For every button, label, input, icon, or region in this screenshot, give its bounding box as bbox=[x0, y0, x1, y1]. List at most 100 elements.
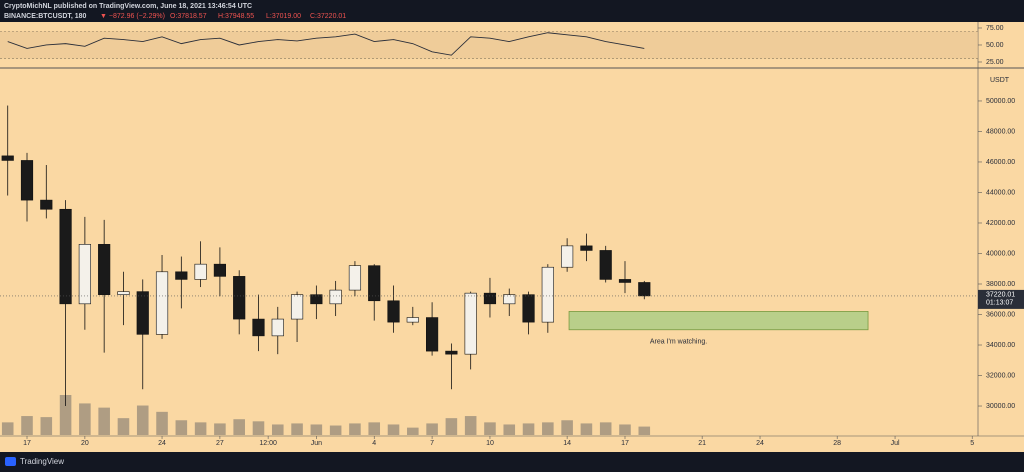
y-tick-label: 48000.00 bbox=[986, 128, 1015, 135]
volume-bar bbox=[98, 407, 110, 435]
x-tick-label: 28 bbox=[833, 440, 841, 447]
volume-bar bbox=[156, 411, 168, 435]
volume-bar bbox=[175, 420, 188, 435]
volume-bar bbox=[291, 423, 303, 435]
volume-bar bbox=[561, 420, 573, 435]
candle-body bbox=[290, 294, 304, 320]
candle-body bbox=[426, 317, 439, 352]
x-tick-label: 24 bbox=[158, 440, 166, 447]
volume-bar bbox=[522, 423, 535, 435]
candle-body bbox=[638, 282, 651, 297]
volume-bar bbox=[194, 422, 207, 435]
volume-bar bbox=[542, 422, 554, 435]
x-tick-label: 17 bbox=[621, 440, 629, 447]
symbol: BINANCE:BTCUSDT, 180 bbox=[4, 13, 87, 20]
volume-bar bbox=[79, 403, 91, 435]
rsi-line bbox=[7, 32, 645, 56]
x-tick-label: Jul bbox=[891, 440, 900, 447]
volume-bar bbox=[252, 421, 265, 435]
candle-body bbox=[155, 271, 169, 335]
close: C:37220.01 bbox=[310, 13, 346, 20]
y-tick-label: 30000.00 bbox=[986, 403, 1015, 410]
candle-body bbox=[561, 245, 574, 268]
brand-logo bbox=[5, 457, 16, 466]
candle-body bbox=[310, 294, 323, 305]
x-tick-label: 12:00 bbox=[259, 440, 277, 447]
y-tick-label: 50000.00 bbox=[986, 98, 1015, 105]
candle-body bbox=[194, 263, 207, 280]
x-tick-label: 14 bbox=[563, 440, 571, 447]
countdown: 01:13:07 bbox=[986, 300, 1013, 307]
volume-bar bbox=[233, 419, 245, 435]
volume-bar bbox=[21, 416, 33, 435]
rsi-tick-label: 50.00 bbox=[986, 42, 1004, 49]
volume-bar bbox=[503, 424, 516, 435]
volume-bar bbox=[619, 424, 631, 435]
candle-body bbox=[213, 263, 226, 277]
candle-body bbox=[580, 245, 593, 251]
candle-body bbox=[98, 244, 111, 295]
change: ▼ −872.96 (−2.29%) bbox=[100, 13, 165, 20]
candle-body bbox=[541, 266, 554, 323]
candle-body bbox=[618, 279, 632, 283]
y-tick-label: 46000.00 bbox=[986, 159, 1015, 166]
x-tick-label: 17 bbox=[23, 440, 31, 447]
candle-body bbox=[522, 294, 535, 323]
x-tick-label: 27 bbox=[216, 440, 224, 447]
volume-bar bbox=[136, 405, 149, 435]
rsi-band bbox=[0, 31, 978, 59]
volume-bar bbox=[387, 424, 400, 435]
volume-bar bbox=[329, 425, 342, 435]
volume-bar bbox=[599, 422, 612, 435]
candle-body bbox=[175, 271, 188, 280]
candle-body bbox=[117, 291, 130, 295]
candle-body bbox=[445, 350, 458, 355]
y-tick-label: 34000.00 bbox=[986, 342, 1015, 349]
y-tick-label: 32000.00 bbox=[986, 372, 1015, 379]
volume-bar bbox=[464, 416, 477, 435]
volume-bar bbox=[271, 424, 284, 435]
x-tick-label: 5 bbox=[970, 440, 974, 447]
candle-body bbox=[78, 244, 91, 305]
candle-body bbox=[406, 317, 419, 323]
author-line: CryptoMichNL published on TradingView.co… bbox=[4, 3, 252, 10]
rsi-tick-label: 25.00 bbox=[986, 59, 1004, 66]
candle-body bbox=[59, 208, 72, 305]
x-tick-label: 10 bbox=[486, 440, 494, 447]
volume-bar bbox=[426, 423, 438, 435]
y-tick-label: 42000.00 bbox=[986, 220, 1015, 227]
brand[interactable]: TradingView bbox=[20, 457, 64, 466]
y-tick-label: 44000.00 bbox=[986, 189, 1015, 196]
candle-body bbox=[483, 292, 497, 305]
y-tick-label: 36000.00 bbox=[986, 311, 1015, 318]
volume-bar bbox=[407, 427, 419, 435]
volume-bar bbox=[40, 417, 53, 435]
volume-bar bbox=[349, 423, 361, 435]
volume-bar bbox=[445, 418, 458, 435]
candle-body bbox=[136, 291, 149, 335]
candle-body bbox=[1, 155, 14, 161]
candle-body bbox=[40, 199, 53, 210]
x-tick-label: 7 bbox=[430, 440, 434, 447]
x-tick-label: 24 bbox=[756, 440, 764, 447]
price-unit: USDT bbox=[990, 77, 1010, 84]
volume-bar bbox=[580, 423, 593, 435]
candle-body bbox=[233, 276, 246, 320]
candle-body bbox=[368, 265, 381, 302]
annotation-text: Area I'm watching. bbox=[650, 339, 707, 346]
volume-bar bbox=[484, 422, 496, 435]
low: L:37019.00 bbox=[266, 13, 301, 20]
candle-body bbox=[348, 265, 362, 291]
header-bar bbox=[0, 0, 1024, 22]
x-tick-label: 20 bbox=[81, 440, 89, 447]
volume-bar bbox=[1, 422, 14, 435]
candle-body bbox=[464, 292, 477, 355]
volume-bar bbox=[310, 424, 323, 435]
x-tick-label: 4 bbox=[372, 440, 376, 447]
candle-body bbox=[271, 318, 284, 337]
footer-bar bbox=[0, 452, 1024, 472]
candle-body bbox=[252, 318, 265, 337]
y-tick-label: 40000.00 bbox=[986, 250, 1015, 257]
